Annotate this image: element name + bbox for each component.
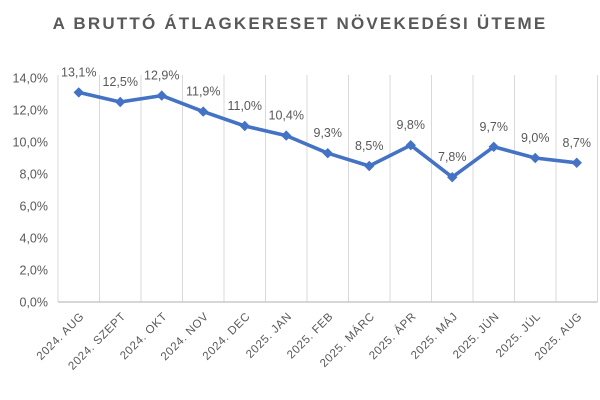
data-point-marker bbox=[447, 172, 458, 183]
data-point-label: 12,9% bbox=[144, 69, 179, 83]
data-point-label: 9,0% bbox=[521, 131, 550, 145]
data-point-label: 9,8% bbox=[397, 118, 426, 132]
data-point-marker bbox=[281, 130, 292, 141]
y-axis-tick-label: 10,0% bbox=[13, 136, 48, 150]
data-point-label: 7,8% bbox=[438, 150, 467, 164]
y-axis-tick-label: 12,0% bbox=[13, 104, 48, 118]
chart-svg: 0,0%2,0%4,0%6,0%8,0%10,0%12,0%14,0%2024.… bbox=[13, 65, 598, 373]
chart-title: A BRUTTÓ ÁTLAGKERESET NÖVEKEDÉSI ÜTEME bbox=[52, 14, 548, 33]
data-point-marker bbox=[156, 90, 167, 101]
data-point-label: 10,4% bbox=[269, 109, 304, 123]
data-point-marker bbox=[239, 120, 250, 132]
y-axis-tick-label: 2,0% bbox=[20, 264, 49, 278]
data-point-label: 11,9% bbox=[186, 85, 221, 99]
data-point-marker bbox=[198, 106, 209, 117]
line-chart: 0,0% 2,0% 4,0% 6,0% 8,0% 10,0% 12,0% 14,0% 2024.… bbox=[0, 55, 600, 400]
data-point-marker bbox=[73, 87, 84, 98]
data-point-label: 9,7% bbox=[480, 120, 509, 134]
y-axis-tick-label: 0,0% bbox=[20, 296, 49, 310]
data-point-marker bbox=[571, 157, 582, 168]
data-point-marker bbox=[115, 96, 126, 108]
data-point-label: 12,5% bbox=[103, 75, 138, 89]
data-point-label: 13,1% bbox=[61, 65, 96, 79]
y-axis-tick-label: 4,0% bbox=[20, 232, 49, 246]
data-point-marker bbox=[405, 140, 416, 151]
data-point-label: 9,3% bbox=[314, 126, 343, 140]
data-point-marker bbox=[322, 148, 333, 159]
data-point-label: 8,7% bbox=[563, 136, 592, 150]
data-point-marker bbox=[488, 141, 499, 152]
y-axis-tick-label: 6,0% bbox=[20, 200, 49, 214]
y-axis-tick-label: 14,0% bbox=[13, 72, 48, 86]
y-axis-tick-label: 8,0% bbox=[20, 168, 49, 182]
data-point-label: 11,0% bbox=[227, 99, 262, 113]
data-point-label: 8,5% bbox=[355, 139, 384, 153]
data-point-marker bbox=[530, 152, 541, 164]
